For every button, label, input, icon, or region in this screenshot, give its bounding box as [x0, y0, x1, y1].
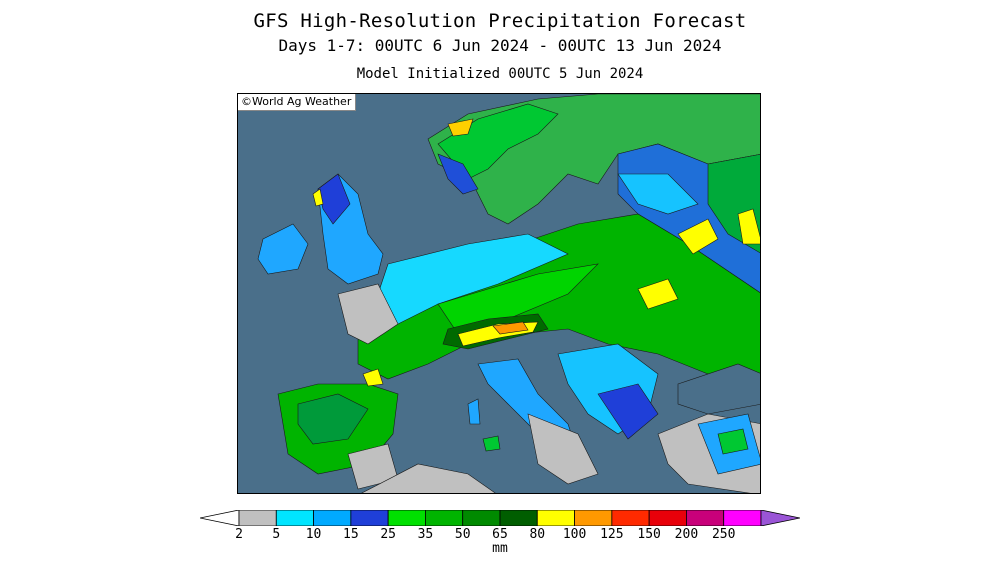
legend-swatch — [536, 510, 575, 526]
legend-tick-label: 15 — [343, 527, 359, 542]
legend-tick-label: 200 — [674, 527, 699, 542]
legend-swatch — [387, 510, 426, 526]
legend-units: mm — [492, 541, 508, 556]
legend-arrow-right — [760, 510, 800, 526]
legend-swatch — [238, 510, 277, 526]
legend-tick-label: 125 — [600, 527, 624, 542]
legend-swatch — [462, 510, 501, 526]
model-init-time: Model Initialized 00UTC 5 Jun 2024 — [356, 66, 644, 82]
legend-tick-label: 150 — [637, 527, 661, 542]
precipitation-map: ©World Ag Weather — [237, 93, 761, 494]
legend-arrow-left — [200, 510, 240, 526]
legend-tick-label: 100 — [562, 527, 587, 542]
legend-swatch — [574, 510, 613, 526]
legend-tick-label: 5 — [272, 527, 281, 542]
legend-swatch — [611, 510, 650, 526]
legend-swatch — [275, 510, 314, 526]
chart-title: GFS High-Resolution Precipitation Foreca… — [253, 10, 747, 32]
legend-swatch — [425, 510, 464, 526]
legend-swatch — [686, 510, 725, 526]
legend-tick-label: 80 — [529, 527, 546, 542]
legend-swatch — [350, 510, 389, 526]
legend-tick-label: 250 — [711, 527, 736, 542]
color-legend — [200, 510, 800, 526]
map-canvas — [238, 94, 760, 493]
legend-tick-label: 50 — [454, 527, 471, 542]
legend-swatch — [723, 510, 762, 526]
legend-tick-label: 25 — [380, 527, 396, 542]
legend-tick-label: 65 — [492, 527, 508, 542]
land-layer — [257, 94, 760, 493]
legend-swatch — [648, 510, 687, 526]
legend-swatch — [313, 510, 352, 526]
legend-tick-label: 2 — [235, 527, 243, 542]
legend-swatch — [499, 510, 538, 526]
legend-tick-label: 10 — [305, 527, 322, 542]
legend-tick-label: 35 — [417, 527, 434, 542]
forecast-period: Days 1-7: 00UTC 6 Jun 2024 - 00UTC 13 Ju… — [278, 36, 722, 55]
map-credit: ©World Ag Weather — [238, 94, 357, 111]
